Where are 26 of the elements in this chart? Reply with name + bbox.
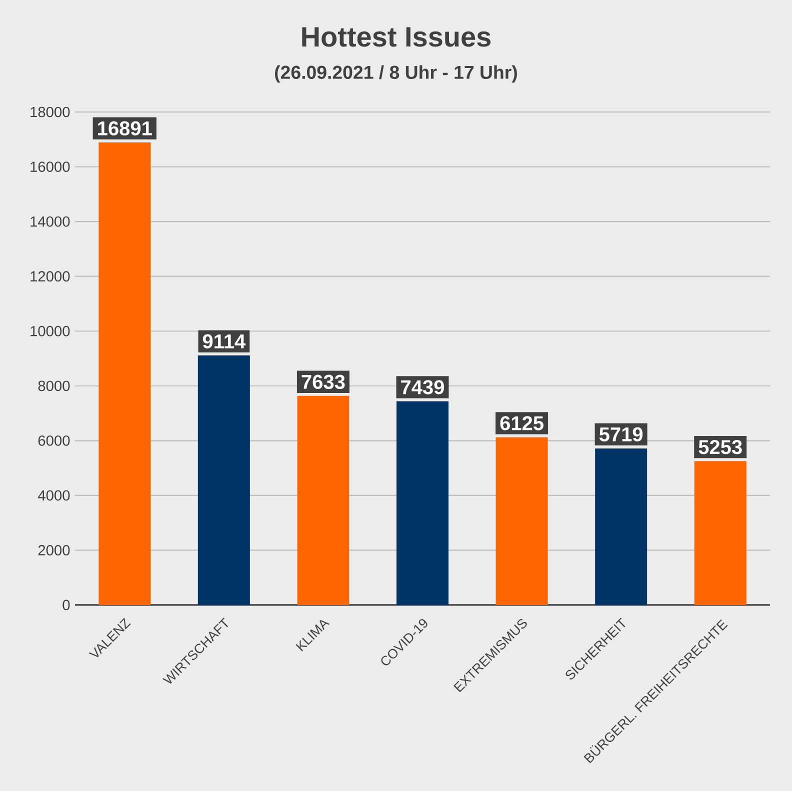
data-label: 5719 — [599, 427, 643, 442]
y-tick-label: 2000 — [38, 545, 70, 556]
y-tick-label: 14000 — [30, 216, 70, 227]
bar — [694, 461, 746, 605]
y-tick-label: 0 — [62, 600, 70, 610]
data-label: 7439 — [401, 380, 444, 394]
data-label: 16891 — [98, 121, 152, 136]
data-label: 6125 — [500, 416, 544, 430]
bar — [198, 355, 250, 605]
y-tick-label: 12000 — [30, 271, 70, 282]
y-tick-label: 18000 — [30, 106, 70, 118]
y-tick-label: 8000 — [38, 380, 70, 392]
data-label: 7633 — [302, 374, 345, 389]
bar — [496, 437, 548, 605]
y-tick-label: 6000 — [38, 435, 70, 446]
bar — [297, 396, 350, 605]
chart-subtitle: (26.09.2021 / 8 Uhr - 17 Uhr) — [275, 65, 517, 83]
y-tick-label: 4000 — [38, 490, 70, 501]
y-tick-label: 10000 — [30, 326, 70, 336]
bar — [396, 401, 448, 605]
data-label: 5253 — [698, 440, 742, 454]
data-label: 9114 — [202, 334, 246, 348]
bar — [98, 142, 151, 605]
chart-title: Hottest Issues — [302, 27, 491, 47]
bar — [595, 448, 648, 605]
y-tick-label: 16000 — [30, 162, 70, 172]
